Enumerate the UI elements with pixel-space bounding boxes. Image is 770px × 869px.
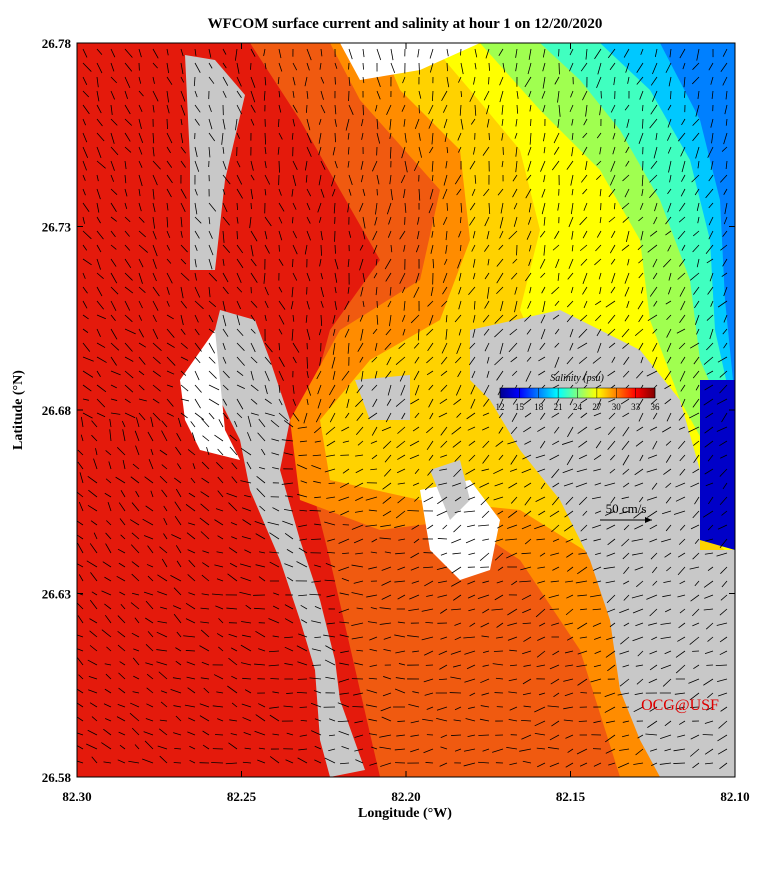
vector: [447, 203, 448, 211]
x-tick-label: 82.20: [391, 789, 420, 804]
vector: [447, 63, 448, 71]
y-tick-label: 26.63: [42, 587, 72, 602]
colorbar-tick-label: 27: [592, 402, 602, 412]
x-tick-label: 82.30: [62, 789, 91, 804]
vector: [279, 161, 280, 173]
chart-title: WFCOM surface current and salinity at ho…: [208, 16, 603, 32]
vector: [335, 245, 336, 254]
vector: [211, 762, 223, 763]
vector: [489, 63, 490, 71]
colorbar-tick-label: 21: [554, 402, 563, 412]
vector: [550, 609, 559, 610]
vector: [270, 678, 279, 679]
vector: [642, 105, 643, 111]
y-axis-label: Latitude (°N): [11, 370, 26, 450]
scale-label: 50 cm/s: [606, 501, 647, 516]
vector: [352, 706, 363, 707]
vector: [673, 763, 685, 764]
vector: [426, 762, 433, 763]
y-tick-label: 26.58: [42, 770, 72, 785]
vector: [438, 538, 447, 539]
vector: [670, 91, 671, 99]
vector: [237, 231, 238, 239]
colorbar-tick-label: 12: [496, 402, 505, 412]
x-axis-label: Longitude (°W): [358, 806, 452, 821]
x-tick-label: 82.25: [227, 789, 257, 804]
colorbar-tick-label: 30: [612, 402, 622, 412]
vector: [321, 245, 322, 256]
vector: [363, 63, 364, 70]
vector: [286, 693, 293, 694]
vector: [397, 721, 405, 722]
colorbar-tick-label: 24: [573, 402, 583, 412]
colorbar-tick-label: 36: [651, 402, 661, 412]
vector: [622, 707, 629, 708]
vector: [167, 119, 168, 129]
x-tick-label: 82.15: [556, 789, 586, 804]
y-tick-label: 26.78: [42, 36, 72, 51]
colorbar-tick-label: 15: [515, 402, 525, 412]
vector: [363, 105, 364, 115]
y-tick-label: 26.68: [42, 403, 72, 418]
vector: [292, 259, 293, 267]
x-tick-label: 82.10: [720, 789, 749, 804]
y-tick-label: 26.73: [42, 220, 72, 235]
vector: [494, 651, 503, 652]
vector: [530, 119, 531, 126]
vector: [250, 63, 251, 70]
credit: OCG@USF: [641, 697, 719, 714]
vector: [300, 707, 307, 708]
vector: [311, 539, 321, 540]
vector: [186, 650, 195, 651]
vector: [478, 735, 489, 736]
vector: [307, 357, 308, 369]
vector: [298, 455, 307, 456]
vector: [312, 665, 321, 666]
vector: [451, 735, 461, 736]
colorbar-title: Salinity (psu): [550, 373, 604, 384]
vector: [579, 721, 587, 722]
colorbar-tick-label: 33: [631, 402, 641, 412]
vector: [292, 217, 293, 223]
colorbar-tick-label: 18: [534, 402, 544, 412]
